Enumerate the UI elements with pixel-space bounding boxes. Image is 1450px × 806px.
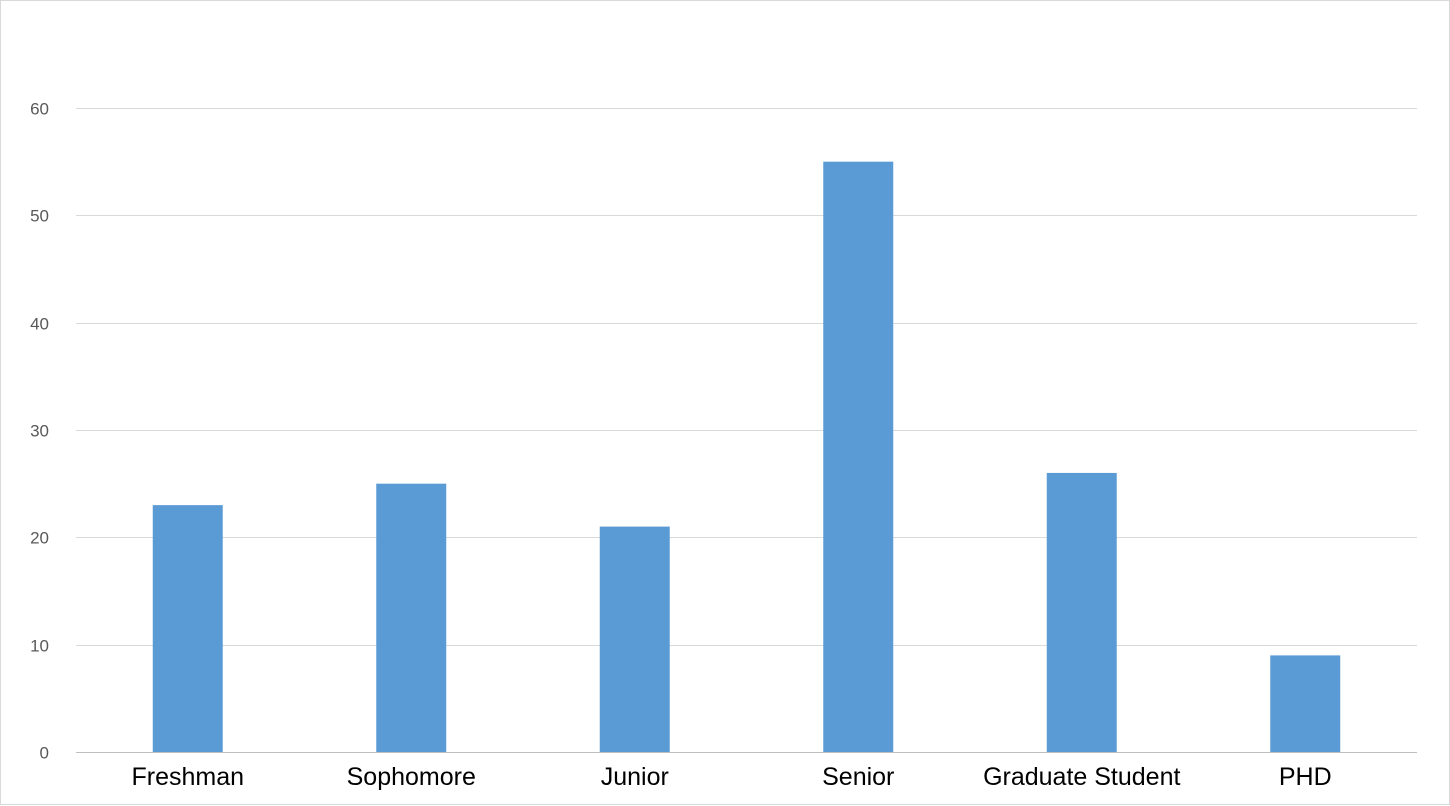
- x-tick-label: Freshman: [131, 763, 244, 791]
- bar-freshman: [152, 505, 223, 752]
- x-tick-label: Sophomore: [347, 763, 476, 791]
- bars: [152, 161, 1341, 752]
- bar-junior: [599, 526, 670, 752]
- bar-graduate-student: [1046, 472, 1117, 752]
- y-tick-label: 30: [30, 422, 49, 441]
- bar-phd: [1270, 655, 1341, 752]
- y-tick-label: 20: [30, 529, 49, 548]
- x-tick-label: Junior: [601, 763, 669, 791]
- y-tick-label: 10: [30, 637, 49, 656]
- x-tick-label: PHD: [1279, 763, 1332, 791]
- gridlines: [76, 108, 1417, 753]
- y-axis-ticks: 0 10 20 30 40 50 60: [30, 100, 49, 763]
- x-tick-label: Graduate Student: [983, 763, 1180, 791]
- y-tick-label: 60: [30, 100, 49, 119]
- bar-sophomore: [376, 483, 447, 752]
- y-tick-label: 0: [40, 744, 49, 763]
- x-tick-label: Senior: [822, 763, 894, 791]
- y-tick-label: 40: [30, 315, 49, 334]
- bar-senior: [823, 161, 894, 752]
- x-axis-ticks: Freshman Sophomore Junior Senior Graduate St…: [131, 763, 1331, 791]
- y-tick-label: 50: [30, 207, 49, 226]
